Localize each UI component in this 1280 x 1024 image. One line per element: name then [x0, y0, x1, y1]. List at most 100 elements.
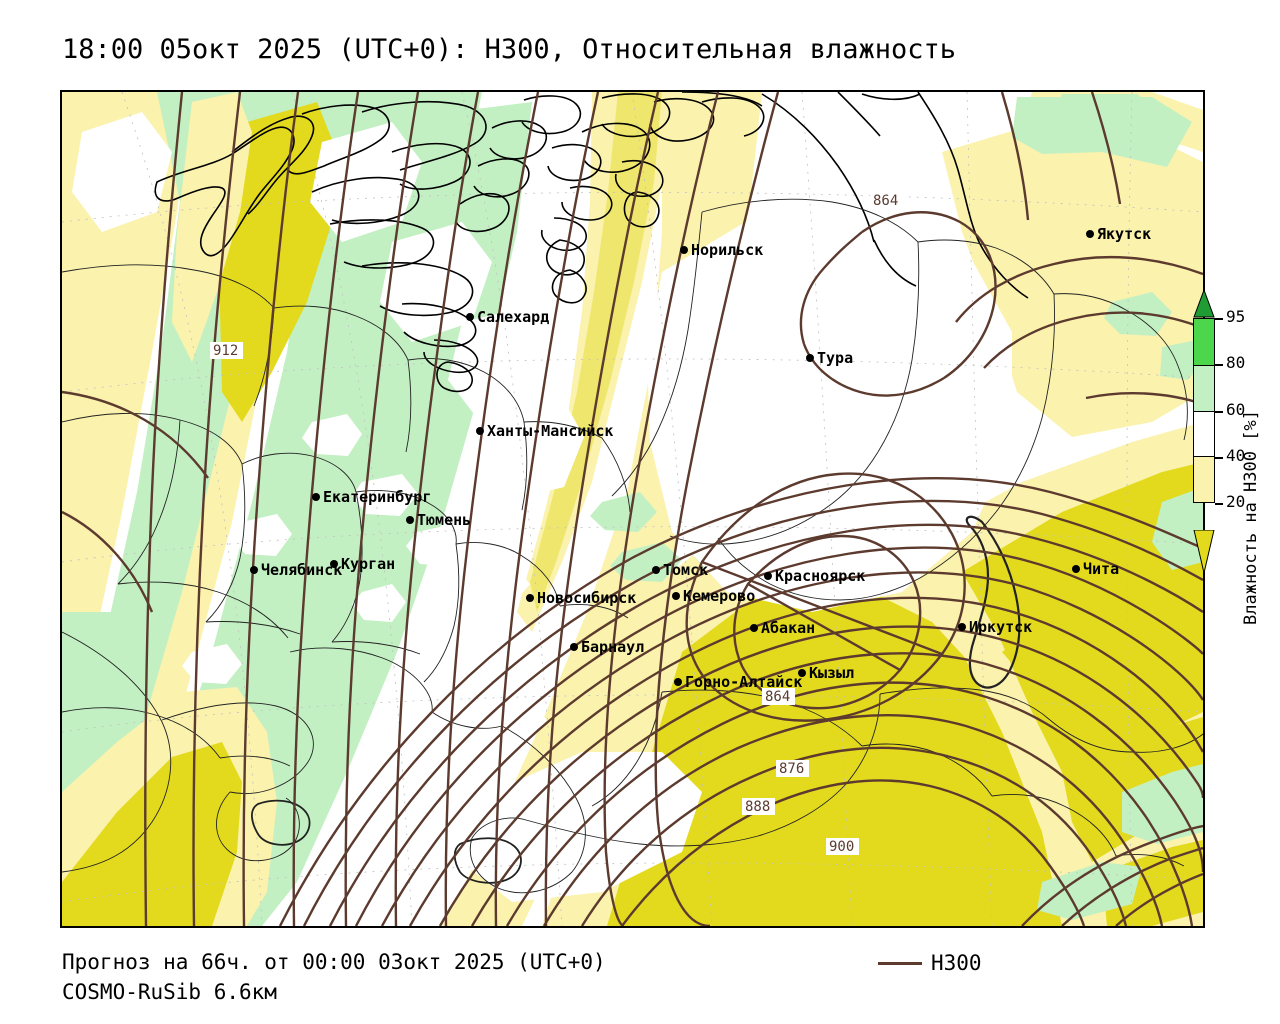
contour-label-bg [776, 760, 809, 777]
city-label: Абакан [761, 619, 815, 637]
city-marker: Тура [806, 349, 853, 367]
city-dot [330, 560, 338, 568]
contour-label-layer: 912 864 864 876 888 900 [210, 192, 903, 855]
contour-label-bg [826, 838, 859, 855]
humidity-fill-layer [62, 92, 1203, 926]
city-label: Ханты-Мансийск [487, 422, 613, 440]
map-legend: H300 [878, 951, 982, 975]
city-label: Тюмень [417, 511, 471, 529]
model-info: COSMO-RuSib 6.6км [62, 980, 277, 1004]
city-dot [958, 623, 966, 631]
weather-map[interactable]: 912 864 864 876 888 900 Якутск Норильск Салехар… [62, 92, 1203, 926]
colorbar[interactable]: 95 80 60 40 20 [1193, 290, 1245, 574]
city-label: Новосибирск [537, 589, 636, 607]
city-label: Екатеринбург [323, 488, 431, 506]
city-dot [1086, 230, 1094, 238]
city-dot [798, 669, 806, 677]
colorbar-divider-40 [1194, 456, 1214, 458]
coastline-layer [154, 92, 1029, 393]
city-label: Чита [1083, 560, 1119, 578]
city-dot [806, 354, 814, 362]
contour-label-bg [870, 192, 903, 209]
city-marker: Горно-Алтайск [674, 673, 802, 691]
city-marker: Барнаул [570, 638, 644, 656]
city-dot [476, 427, 484, 435]
city-marker: Томск [652, 561, 708, 579]
city-label: Томск [663, 561, 708, 579]
graticule-layer [62, 92, 1203, 926]
city-marker: Салехард [466, 308, 549, 326]
city-label: Якутск [1097, 225, 1151, 243]
colorbar-axis-label: Влажность на H300 [%] [1241, 410, 1261, 625]
city-marker: Ханты-Мансийск [476, 422, 613, 440]
city-dot [672, 592, 680, 600]
city-marker: Якутск [1086, 225, 1151, 243]
contour-label: 864 [870, 192, 903, 209]
city-marker: Чита [1072, 560, 1119, 578]
city-label: Тура [817, 349, 853, 367]
contour-label-text: 912 [213, 343, 238, 359]
city-label: Курган [341, 555, 395, 573]
contour-label-bg [210, 342, 243, 359]
border-layer [62, 198, 1203, 894]
city-dot [764, 572, 772, 580]
colorbar-divider-80 [1194, 364, 1214, 366]
contour-label-bg [762, 688, 795, 705]
city-marker: Тюмень [406, 511, 471, 529]
city-dot [526, 594, 534, 602]
city-marker: Норильск [680, 241, 763, 259]
city-marker: Екатеринбург [312, 488, 431, 506]
colorbar-tick-60: 60 [1215, 400, 1261, 419]
city-marker: Абакан [750, 619, 815, 637]
city-layer: Якутск Норильск Салехард Тура Ханты-Мансийск… [250, 225, 1151, 691]
city-label: Горно-Алтайск [685, 673, 802, 691]
city-marker: Курган [330, 555, 395, 573]
h300-legend-label: H300 [931, 951, 982, 975]
colorbar-tick-40: 40 [1215, 446, 1261, 465]
colorbar-band-80-95 [1194, 319, 1214, 365]
colorbar-tick-95: 95 [1215, 307, 1261, 326]
h300-line-swatch [878, 961, 922, 965]
colorbar-ticks: 95 80 60 40 20 [1215, 307, 1261, 511]
contour-label-text: 888 [745, 799, 770, 815]
contour-label-text: 876 [779, 761, 804, 777]
contour-label: 900 [826, 838, 859, 855]
city-marker: Челябинск [250, 561, 342, 579]
map-frame[interactable]: 912 864 864 876 888 900 Якутск Норильск Салехар… [60, 90, 1205, 928]
city-marker: Иркутск [958, 618, 1032, 636]
city-marker: Кемерово [672, 587, 755, 605]
city-label: Красноярск [775, 567, 865, 585]
city-dot [466, 313, 474, 321]
contour-label-bg [742, 798, 775, 815]
colorbar-band-20-40 [1194, 456, 1214, 502]
city-dot [652, 566, 660, 574]
contour-label: 912 [210, 342, 243, 359]
contour-label: 888 [742, 798, 775, 815]
city-label: Кызыл [809, 664, 854, 682]
city-marker: Кызыл [798, 664, 854, 682]
city-dot [406, 516, 414, 524]
city-label: Норильск [691, 241, 763, 259]
city-dot [570, 643, 578, 651]
city-dot [750, 624, 758, 632]
city-label: Салехард [477, 308, 549, 326]
colorbar-band-40-60 [1194, 410, 1214, 457]
contour-label: 864 [762, 688, 795, 705]
city-marker: Новосибирск [526, 589, 636, 607]
city-label: Барнаул [581, 638, 644, 656]
colorbar-bottom-arrow [1193, 530, 1215, 574]
colorbar-band-60-80 [1194, 364, 1214, 411]
city-dot [312, 493, 320, 501]
city-marker: Красноярск [764, 567, 865, 585]
colorbar-top-arrow [1193, 290, 1215, 318]
city-dot [250, 566, 258, 574]
colorbar-bands [1193, 318, 1215, 503]
colorbar-tick-80: 80 [1215, 353, 1261, 372]
city-label: Иркутск [969, 618, 1032, 636]
contour-label-text: 900 [829, 839, 854, 855]
contour-label-text: 864 [873, 193, 898, 209]
colorbar-tick-20: 20 [1215, 492, 1261, 511]
city-label: Кемерово [683, 587, 755, 605]
contour-label-text: 864 [765, 689, 790, 705]
page-title: 18:00 05окт 2025 (UTC+0): H300, Относите… [62, 34, 957, 65]
